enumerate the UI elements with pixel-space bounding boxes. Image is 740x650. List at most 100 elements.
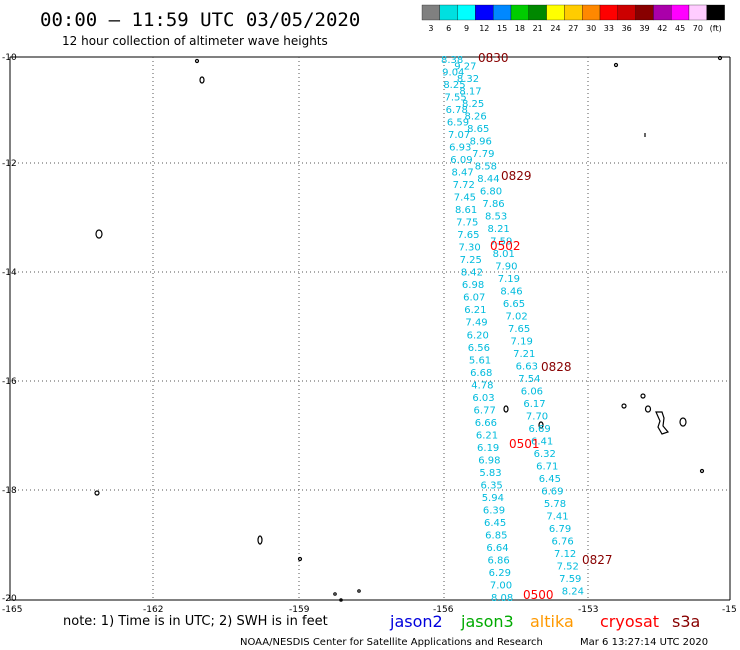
lon-label: -162: [143, 605, 163, 615]
colorbar-swatch: [653, 4, 672, 21]
colorbar-swatch: [617, 4, 636, 21]
colorbar-label: 30: [586, 24, 596, 33]
pass-time-label: 0501: [509, 437, 540, 451]
satellite-name: s3a: [672, 612, 700, 631]
wave-height-value: 7.45: [454, 193, 476, 204]
wave-height-value: 8.25: [462, 99, 484, 110]
wave-height-value: 7.25: [460, 255, 482, 266]
wave-height-value: 6.66: [475, 418, 497, 429]
wave-height-value: 7.54: [518, 374, 540, 385]
wave-height-value: 9.27: [454, 61, 476, 72]
wave-height-value: 6.85: [485, 530, 507, 541]
wave-height-value: 7.21: [513, 349, 535, 360]
wave-height-value: 8.47: [451, 168, 473, 179]
wave-height-value: 5.78: [544, 499, 566, 510]
wave-height-track: 8.389.279.048.328.258.177.558.256.788.26…: [441, 55, 584, 604]
colorbar-swatch: [528, 4, 547, 21]
wave-height-value: 7.19: [511, 337, 533, 348]
wave-height-value: 6.29: [489, 568, 511, 579]
wave-height-value: 6.77: [474, 405, 496, 416]
colorbar-swatch: [671, 4, 690, 21]
wave-height-value: 7.70: [526, 412, 548, 423]
colorbar-swatch: [564, 4, 583, 21]
wave-height-value: 5.94: [482, 493, 504, 504]
wave-height-value: 7.75: [456, 218, 478, 229]
wave-height-value: 6.21: [464, 305, 486, 316]
wave-height-value: 6.06: [521, 387, 543, 398]
colorbar-swatch: [706, 4, 725, 21]
wave-height-value: 8.38: [441, 55, 463, 66]
wave-height-value: 7.59: [559, 574, 581, 585]
wave-height-value: 8.42: [461, 268, 483, 279]
color-scale-legend: 3 6 9 12 15 18 21 24 27 30 33 36 39 42 45 70 (ft): [421, 4, 725, 33]
wave-height-value: 8.53: [485, 211, 507, 222]
wave-height-value: 6.32: [534, 449, 556, 460]
wave-height-value: 8.25: [443, 80, 465, 91]
wave-height-value: 8.44: [477, 174, 499, 185]
wave-height-value: 7.30: [458, 243, 480, 254]
wave-height-value: 5.61: [469, 355, 491, 366]
wave-height-value: 7.52: [557, 562, 579, 573]
wave-height-value: 8.61: [455, 205, 477, 216]
wave-height-value: 8.08: [491, 593, 513, 604]
wave-height-value: 6.09: [450, 155, 472, 166]
colorbar-swatch: [510, 4, 529, 21]
lat-label: -20: [2, 594, 17, 604]
timestamp-text: Mar 6 13:27:14 UTC 2020: [580, 637, 708, 648]
colorbar-swatch: [421, 4, 440, 21]
colorbar-swatch: [635, 4, 654, 21]
pass-time-labels: 0830 0829 0502 0828 0501 0827 0500: [478, 51, 613, 602]
pass-time-label: 0500: [523, 588, 554, 602]
colorbar-swatch: [688, 4, 707, 21]
wave-height-value: 6.69: [541, 487, 563, 498]
colorbar-label: 12: [479, 24, 489, 33]
wave-height-value: 6.93: [449, 143, 471, 154]
wave-height-value: 6.64: [486, 543, 508, 554]
colorbar-label: 39: [639, 24, 649, 33]
satellite-name: jason2: [389, 612, 443, 631]
wave-height-value: 7.59: [490, 236, 512, 247]
lat-label: -16: [2, 377, 17, 387]
lat-label: -14: [2, 268, 17, 278]
wave-height-value: 6.68: [470, 368, 492, 379]
colorbar-label: 21: [533, 24, 543, 33]
colorbar-label: 27: [568, 24, 578, 33]
wave-height-value: 8.24: [562, 587, 584, 598]
wave-height-value: 6.45: [539, 474, 561, 485]
wave-height-value: 8.26: [465, 111, 487, 122]
wave-height-value: 8.96: [470, 136, 492, 147]
wave-height-value: 9.04: [442, 68, 464, 79]
colorbar-label: 24: [550, 24, 560, 33]
lat-label: -12: [2, 159, 17, 169]
satellite-name: cryosat: [600, 612, 659, 631]
credit-text: NOAA/NESDIS Center for Satellite Applica…: [240, 637, 543, 648]
lon-label: -165: [2, 605, 22, 615]
colorbar-swatch: [475, 4, 494, 21]
colorbar-label: 45: [675, 24, 685, 33]
lon-label: -159: [289, 605, 310, 615]
wave-height-value: 6.63: [516, 362, 538, 373]
colorbar-label: 15: [497, 24, 507, 33]
lat-label: -10: [2, 53, 17, 63]
wave-height-value: 8.01: [493, 249, 515, 260]
wave-height-value: 6.59: [447, 118, 469, 129]
wave-height-value: 8.65: [467, 124, 489, 135]
lat-lon-grid: [10, 57, 730, 600]
wave-height-value: 7.12: [554, 549, 576, 560]
wave-height-value: 6.21: [476, 430, 498, 441]
wave-height-value: 6.45: [484, 518, 506, 529]
wave-height-value: 6.17: [523, 399, 545, 410]
wave-height-value: 7.72: [453, 180, 475, 191]
wave-height-value: 6.98: [462, 280, 484, 291]
wave-height-value: 6.07: [463, 293, 485, 304]
wave-height-value: 6.76: [551, 537, 573, 548]
colorbar-label: 33: [604, 24, 614, 33]
colorbar-swatch: [439, 4, 458, 21]
wave-height-value: 6.41: [531, 437, 553, 448]
wave-height-value: 7.79: [472, 149, 494, 160]
colorbar-swatch: [457, 4, 476, 21]
map-title: 00:00 – 11:59 UTC 03/05/2020: [40, 9, 360, 31]
wave-height-value: 5.83: [479, 468, 501, 479]
wave-height-value: 7.65: [508, 324, 530, 335]
wave-height-value: 6.65: [503, 299, 525, 310]
